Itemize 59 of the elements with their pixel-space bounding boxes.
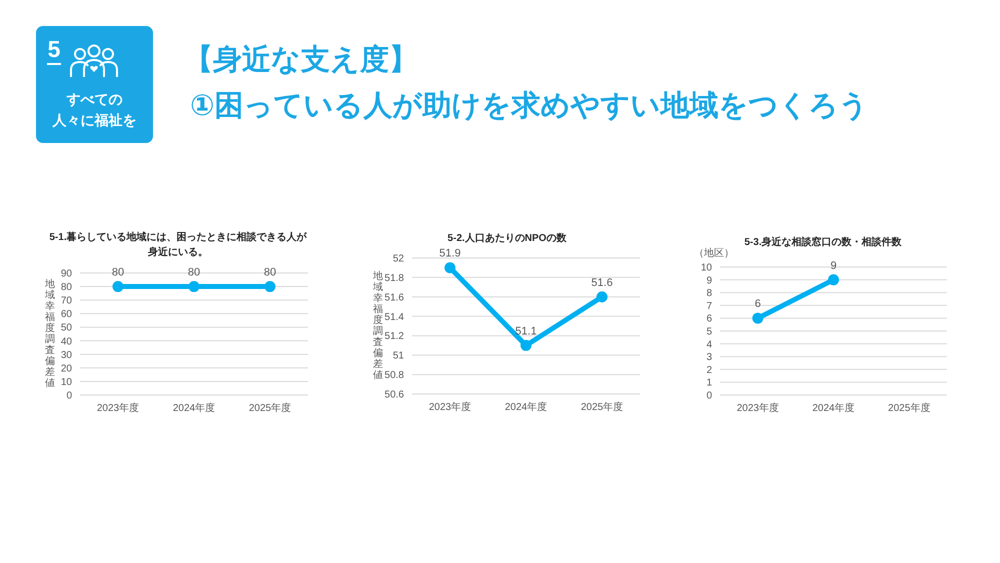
y-tick-label: 9	[706, 275, 712, 286]
y-tick-label: 40	[60, 336, 72, 348]
data-label: 80	[112, 266, 124, 279]
y-tick-label: 51.4	[384, 312, 404, 323]
data-label: 80	[264, 266, 276, 279]
y-tick-label: 4	[706, 339, 712, 350]
y-tick-label: 5	[706, 326, 712, 338]
chart-title: 5-2.人口あたりのNPOの数	[446, 232, 568, 246]
data-label: 9	[830, 260, 837, 272]
chart-title: 5-3.身近な相談窓口の数・相談件数	[744, 237, 902, 248]
y-tick-label: 7	[706, 300, 712, 312]
y-tick-label: 51	[392, 350, 404, 362]
y-tick-label: 30	[60, 350, 72, 361]
data-label: 80	[188, 266, 200, 279]
text: 人々に福祉を	[51, 111, 138, 130]
y-tick-label: 6	[706, 314, 712, 325]
text: 【身近な支え度】	[184, 44, 418, 76]
chart-title: 5-1.暮らしている地域には、困ったときに相談できる人が身近にいる。	[48, 230, 308, 260]
y-tick-label: 90	[60, 268, 72, 280]
x-tick-label: 2024年度	[504, 401, 548, 413]
y-tick-label: 2	[706, 364, 712, 376]
point	[596, 291, 608, 302]
text: すべての	[66, 90, 124, 109]
y-axis-title: （地区）	[694, 248, 734, 260]
y-tick-label: 0	[706, 390, 712, 402]
x-tick-label: 2023年度	[428, 401, 472, 413]
y-tick-label: 80	[60, 282, 72, 294]
y-tick-label: 3	[706, 352, 712, 364]
y-tick-label: 10	[700, 262, 712, 274]
y-tick-label: 70	[60, 296, 72, 307]
text: ①困っている人が助けを求めやすい地域をつくろう	[190, 90, 869, 122]
x-tick-label: 2023年度	[96, 402, 140, 414]
y-tick-label: 51.2	[384, 331, 404, 342]
data-label: 6	[754, 298, 761, 310]
point	[444, 262, 456, 274]
x-tick-label: 2025年度	[888, 402, 930, 414]
y-tick-label: 50.6	[384, 390, 404, 400]
y-tick-label: 1	[706, 378, 712, 389]
y-tick-label: 50	[60, 322, 72, 334]
y-axis-title: 地域幸福度調査偏差値	[44, 279, 56, 389]
x-tick-label: 2025年度	[248, 402, 292, 414]
data-label: 51.1	[515, 325, 537, 338]
y-tick-label: 60	[60, 309, 72, 320]
data-label: 51.6	[591, 276, 613, 289]
x-tick-label: 2023年度	[736, 402, 779, 414]
y-tick-label: 20	[60, 363, 72, 374]
point	[520, 340, 532, 351]
y-tick-label: 10	[60, 376, 72, 388]
y-tick-label: 0	[66, 390, 72, 402]
y-axis-title: 地域幸福度調査偏差値	[372, 271, 384, 381]
x-tick-label: 2024年度	[812, 402, 855, 414]
y-tick-label: 8	[706, 288, 712, 300]
y-tick-label: 52	[392, 254, 404, 264]
data-label: 51.9	[439, 248, 461, 260]
x-tick-label: 2025年度	[580, 401, 624, 413]
x-tick-label: 2024年度	[172, 402, 216, 414]
y-tick-label: 51.8	[384, 272, 404, 284]
y-tick-label: 51.6	[384, 292, 404, 304]
y-tick-label: 50.8	[384, 370, 404, 382]
